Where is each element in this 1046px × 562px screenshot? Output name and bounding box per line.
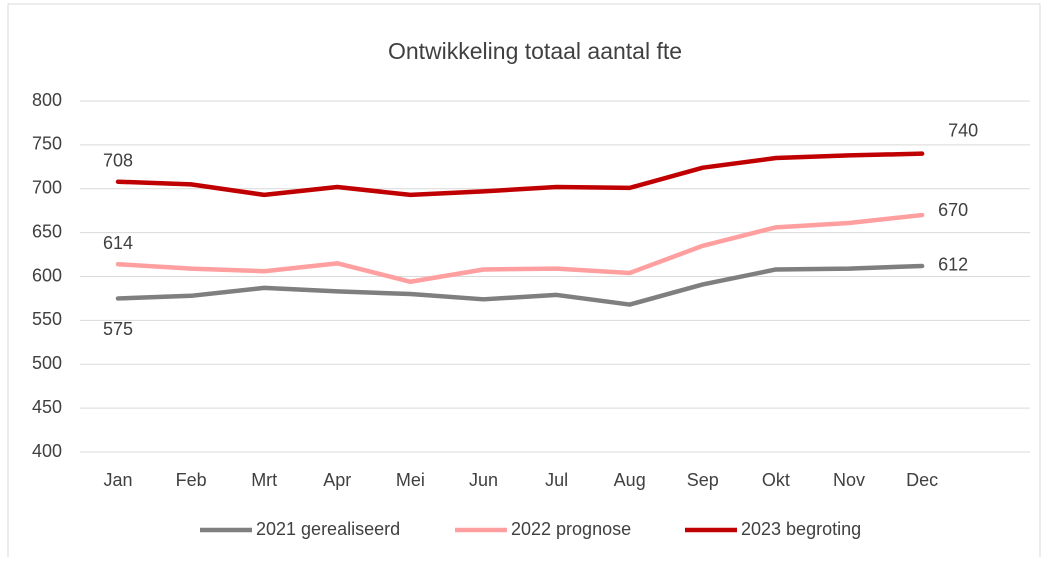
data-label: 708 bbox=[103, 150, 133, 170]
x-tick-label: Aug bbox=[614, 470, 646, 490]
y-tick-label: 750 bbox=[32, 134, 62, 154]
y-tick-label: 500 bbox=[32, 353, 62, 373]
y-tick-label: 800 bbox=[32, 90, 62, 110]
data-label: 612 bbox=[938, 255, 968, 275]
x-tick-label: Jul bbox=[545, 470, 568, 490]
legend-label: 2023 begroting bbox=[741, 519, 861, 539]
x-tick-label: Nov bbox=[833, 470, 865, 490]
y-tick-label: 550 bbox=[32, 309, 62, 329]
x-tick-label: Mei bbox=[396, 470, 425, 490]
series-line bbox=[115, 263, 925, 307]
y-tick-label: 450 bbox=[32, 397, 62, 417]
x-tick-label: Feb bbox=[176, 470, 207, 490]
x-tick-label: Jun bbox=[469, 470, 498, 490]
y-tick-label: 700 bbox=[32, 178, 62, 198]
data-label: 740 bbox=[948, 120, 978, 140]
chart-title: Ontwikkeling totaal aantal fte bbox=[388, 38, 682, 64]
legend-label: 2021 gerealiseerd bbox=[256, 519, 400, 539]
series-line bbox=[115, 151, 925, 198]
data-label: 670 bbox=[938, 200, 968, 220]
data-label: 614 bbox=[103, 233, 133, 253]
data-label: 575 bbox=[103, 319, 133, 339]
chart-border bbox=[7, 3, 1041, 562]
x-tick-label: Apr bbox=[323, 470, 351, 490]
y-tick-label: 400 bbox=[32, 441, 62, 461]
x-tick-label: Sep bbox=[687, 470, 719, 490]
y-tick-label: 600 bbox=[32, 265, 62, 285]
x-tick-label: Okt bbox=[762, 470, 790, 490]
x-tick-label: Dec bbox=[906, 470, 938, 490]
x-tick-label: Jan bbox=[103, 470, 132, 490]
series-line bbox=[115, 212, 925, 285]
legend-label: 2022 prognose bbox=[511, 519, 631, 539]
x-tick-label: Mrt bbox=[251, 470, 277, 490]
y-tick-label: 650 bbox=[32, 221, 62, 241]
